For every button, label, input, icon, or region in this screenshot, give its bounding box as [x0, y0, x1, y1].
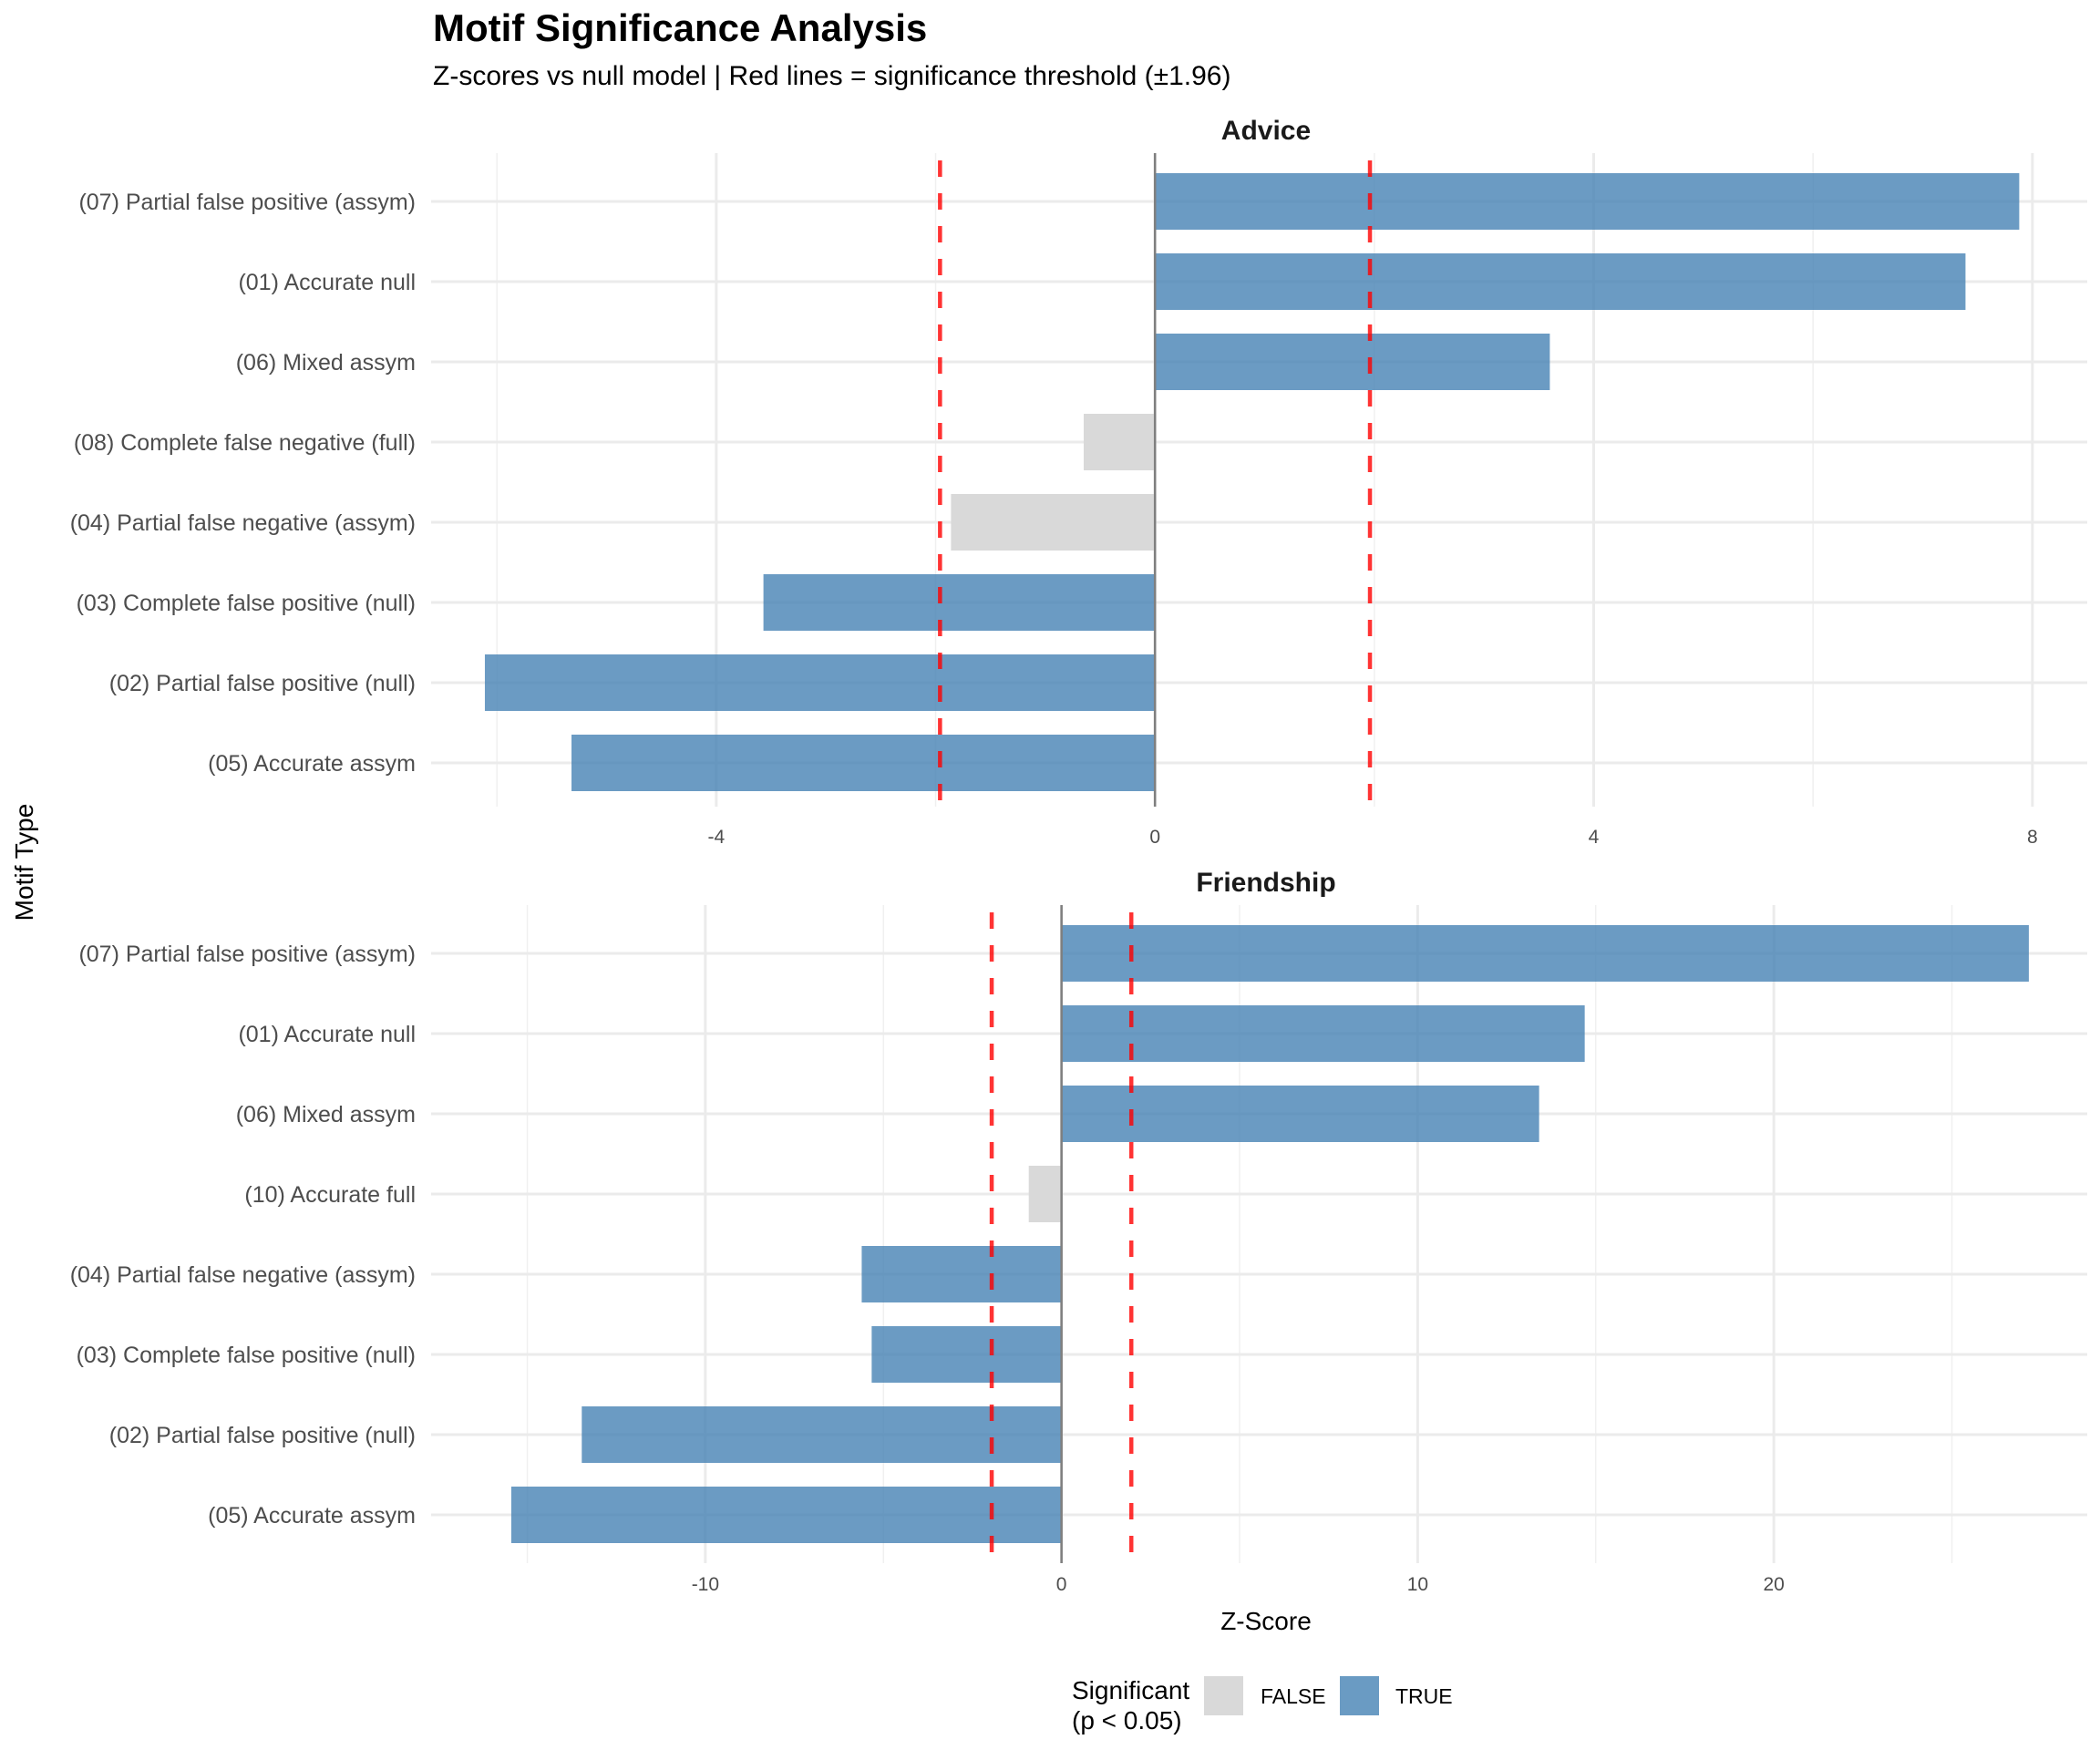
y-tick-label: (03) Complete false positive (null) — [77, 591, 416, 616]
bar-significant — [1155, 334, 1550, 390]
y-tick-labels: (07) Partial false positive (assym) (01) … — [70, 190, 416, 777]
x-axis-title: Z-Score — [1220, 1607, 1312, 1635]
y-tick-label: (04) Partial false negative (assym) — [70, 1262, 416, 1288]
y-tick-label: (07) Partial false positive (assym) — [78, 190, 416, 215]
y-tick-label: (06) Mixed assym — [236, 1102, 416, 1127]
chart-subtitle: Z-scores vs null model | Red lines = sig… — [433, 61, 1230, 91]
y-tick-label: (01) Accurate null — [238, 1022, 416, 1047]
bar-significant — [1155, 173, 2020, 230]
y-tick-label: (02) Partial false positive (null) — [109, 1423, 416, 1448]
x-tick-labels: -10 0 10 20 — [692, 1574, 1785, 1595]
legend-title-line-1: Significant — [1072, 1676, 1189, 1704]
x-tick-label: 0 — [1149, 827, 1160, 848]
panel-advice: Advice (07) Partial false positive (assy… — [70, 116, 2087, 848]
x-tick-label: 8 — [2027, 827, 2038, 848]
bar-significant — [1061, 1005, 1585, 1062]
y-tick-label: (05) Accurate assym — [208, 751, 416, 777]
y-axis-title: Motif Type — [10, 804, 38, 921]
bars — [484, 153, 2020, 807]
legend-swatch-false — [1204, 1676, 1243, 1715]
x-tick-label: -4 — [708, 827, 726, 848]
bar-not-significant — [951, 494, 1156, 551]
y-tick-label: (06) Mixed assym — [236, 350, 416, 376]
bars — [510, 905, 2029, 1563]
bar-significant — [1061, 1086, 1539, 1142]
bar-significant — [763, 574, 1156, 631]
y-tick-label: (01) Accurate null — [238, 270, 416, 295]
y-tick-labels: (07) Partial false positive (assym) (01) … — [70, 942, 416, 1529]
x-tick-label: 0 — [1056, 1574, 1067, 1595]
x-tick-labels: -4 0 4 8 — [708, 827, 2038, 848]
x-tick-label: 10 — [1407, 1574, 1428, 1595]
y-tick-label: (08) Complete false negative (full) — [74, 430, 416, 456]
y-tick-label: (02) Partial false positive (null) — [109, 671, 416, 696]
legend: Significant (p < 0.05) FALSE TRUE — [1072, 1676, 1453, 1735]
panel-title-friendship: Friendship — [1196, 868, 1335, 898]
y-tick-label: (07) Partial false positive (assym) — [78, 942, 416, 967]
legend-label-true: TRUE — [1395, 1684, 1453, 1708]
bar-significant — [571, 735, 1156, 791]
bar-not-significant — [1083, 414, 1156, 470]
x-tick-label: 20 — [1763, 1574, 1784, 1595]
chart-title: Motif Significance Analysis — [433, 6, 927, 49]
panel-title-advice: Advice — [1221, 116, 1311, 146]
gridlines — [431, 905, 2087, 1563]
bar-significant — [510, 1487, 1062, 1543]
x-tick-label: 4 — [1589, 827, 1600, 848]
bar-significant — [1155, 253, 1966, 310]
bar-significant — [1061, 925, 2029, 982]
legend-swatch-true — [1340, 1676, 1379, 1715]
bar-significant — [861, 1246, 1062, 1302]
bar-not-significant — [1028, 1166, 1062, 1222]
x-tick-label: -10 — [692, 1574, 719, 1595]
y-tick-label: (05) Accurate assym — [208, 1503, 416, 1529]
y-tick-label: (03) Complete false positive (null) — [77, 1343, 416, 1368]
y-tick-label: (10) Accurate full — [244, 1182, 416, 1208]
bar-significant — [582, 1406, 1062, 1463]
panel-friendship: Friendship (07) Partial false positive (… — [70, 868, 2087, 1595]
y-tick-label: (04) Partial false negative (assym) — [70, 510, 416, 536]
legend-title-line-2: (p < 0.05) — [1072, 1706, 1182, 1735]
legend-label-false: FALSE — [1261, 1684, 1326, 1708]
bar-significant — [484, 654, 1156, 711]
bar-significant — [871, 1326, 1062, 1383]
